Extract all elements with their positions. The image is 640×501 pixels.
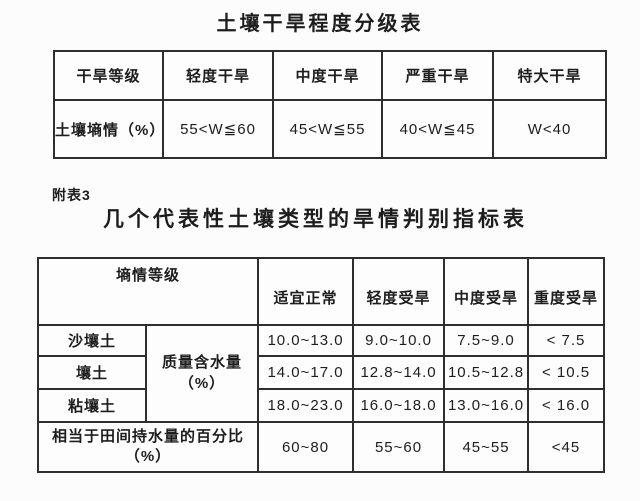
t1-value-moderate: 45<W≦55 bbox=[272, 99, 383, 159]
t2-header-level: 墒情等级 bbox=[36, 257, 260, 326]
field-capacity-text: 相当于田间持水量的百分比 bbox=[52, 427, 245, 445]
table-row: 壤土 14.0~17.0 12.8~14.0 10.5~12.8 < 10.5 bbox=[37, 355, 606, 390]
t2-r2-normal: 14.0~17.0 bbox=[257, 355, 355, 390]
t2-r3-mild: 16.0~18.0 bbox=[352, 388, 446, 423]
t2-r4-moderate: 45~55 bbox=[443, 421, 530, 473]
t2-r2-mild: 12.8~14.0 bbox=[352, 355, 446, 390]
t1-header-moderate: 中度干旱 bbox=[272, 50, 383, 101]
t2-r4-severe: <45 bbox=[527, 421, 606, 473]
appendix-label: 附表3 bbox=[52, 187, 91, 203]
t1-header-grade: 干旱等级 bbox=[53, 50, 164, 101]
table1-title: 土壤干旱程度分级表 bbox=[216, 13, 424, 35]
t2-header-mild: 轻度受旱 bbox=[352, 257, 446, 326]
t1-value-extreme: W<40 bbox=[492, 99, 607, 159]
t2-r1-severe: < 7.5 bbox=[527, 324, 606, 357]
drought-grade-table: 干旱等级 轻度干旱 中度干旱 严重干旱 特大干旱 土壤墒情（%） 55<W≦60… bbox=[53, 50, 607, 159]
table-row: 粘壤土 18.0~23.0 16.0~18.0 13.0~16.0 < 16.0 bbox=[37, 388, 606, 423]
t2-header-normal: 适宜正常 bbox=[257, 257, 355, 326]
table-row: 相当于田间持水量的百分比 （%） 60~80 55~60 45~55 <45 bbox=[36, 421, 606, 473]
t1-header-severe: 严重干旱 bbox=[381, 50, 494, 101]
t1-row-label: 土壤墒情（%） bbox=[53, 99, 164, 159]
table-row: 土壤墒情（%） 55<W≦60 45<W≦55 40<W≦45 W<40 bbox=[53, 99, 607, 159]
t2-mass-water-label: 质量含水量 （%） bbox=[144, 324, 260, 423]
t2-soil-sandy-loam: 沙壤土 bbox=[37, 324, 147, 357]
t1-value-mild: 55<W≦60 bbox=[162, 99, 274, 159]
t2-r1-moderate: 7.5~9.0 bbox=[443, 324, 530, 357]
table-row: 墒情等级 适宜正常 轻度受旱 中度受旱 重度受旱 bbox=[36, 257, 606, 326]
t2-r3-severe: < 16.0 bbox=[527, 388, 606, 423]
t2-soil-loam: 壤土 bbox=[37, 355, 147, 390]
t2-soil-clay-loam: 粘壤土 bbox=[37, 388, 147, 423]
t2-field-capacity-label: 相当于田间持水量的百分比 （%） bbox=[36, 421, 260, 473]
t2-r4-mild: 55~60 bbox=[352, 421, 446, 473]
t2-r2-moderate: 10.5~12.8 bbox=[443, 355, 530, 390]
mass-water-unit: （%） bbox=[178, 374, 226, 392]
mass-water-text: 质量含水量 bbox=[162, 354, 243, 372]
table-row: 沙壤土 质量含水量 （%） 10.0~13.0 9.0~10.0 7.5~9.0… bbox=[37, 324, 606, 423]
t2-r1-normal: 10.0~13.0 bbox=[257, 324, 355, 357]
t2-r4-normal: 60~80 bbox=[257, 421, 355, 473]
t1-header-mild: 轻度干旱 bbox=[162, 50, 274, 101]
t2-r3-moderate: 13.0~16.0 bbox=[443, 388, 530, 423]
t1-value-severe: 40<W≦45 bbox=[381, 99, 494, 159]
t2-header-moderate: 中度受旱 bbox=[443, 257, 530, 326]
table-row: 干旱等级 轻度干旱 中度干旱 严重干旱 特大干旱 bbox=[53, 50, 607, 101]
table2-title: 几个代表性土壤类型的旱情判别指标表 bbox=[103, 208, 528, 231]
soil-type-drought-index-table: 墒情等级 适宜正常 轻度受旱 中度受旱 重度受旱 沙壤土 质量含水量 （%） 1… bbox=[36, 257, 606, 473]
t2-r3-normal: 18.0~23.0 bbox=[257, 388, 355, 423]
t2-r1-mild: 9.0~10.0 bbox=[352, 324, 446, 357]
t2-header-severe: 重度受旱 bbox=[527, 257, 606, 326]
field-capacity-unit: （%） bbox=[124, 448, 172, 465]
t1-header-extreme: 特大干旱 bbox=[492, 50, 607, 101]
t2-r2-severe: < 10.5 bbox=[527, 355, 606, 390]
